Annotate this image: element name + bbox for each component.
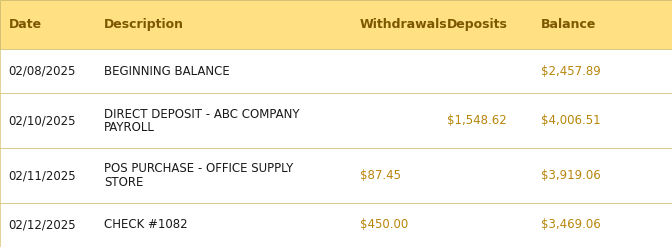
Bar — [0, 93, 672, 148]
Text: POS PURCHASE - OFFICE SUPPLY: POS PURCHASE - OFFICE SUPPLY — [104, 162, 294, 175]
Text: Deposits: Deposits — [447, 18, 508, 31]
Bar — [0, 49, 672, 93]
Text: 02/08/2025: 02/08/2025 — [9, 65, 76, 78]
Text: STORE: STORE — [104, 176, 144, 189]
Text: Withdrawals: Withdrawals — [360, 18, 447, 31]
Text: Description: Description — [104, 18, 184, 31]
Text: Balance: Balance — [541, 18, 596, 31]
Text: $4,006.51: $4,006.51 — [541, 114, 601, 127]
Text: BEGINNING BALANCE: BEGINNING BALANCE — [104, 65, 230, 78]
Text: 02/11/2025: 02/11/2025 — [9, 169, 77, 182]
Text: $3,919.06: $3,919.06 — [541, 169, 601, 182]
Text: $87.45: $87.45 — [360, 169, 401, 182]
Text: CHECK #1082: CHECK #1082 — [104, 218, 187, 231]
Bar — [0, 0, 672, 49]
Text: $3,469.06: $3,469.06 — [541, 218, 601, 231]
Text: 02/12/2025: 02/12/2025 — [9, 218, 77, 231]
Text: DIRECT DEPOSIT - ABC COMPANY: DIRECT DEPOSIT - ABC COMPANY — [104, 107, 300, 121]
Text: PAYROLL: PAYROLL — [104, 121, 155, 134]
Bar — [0, 148, 672, 203]
Text: $1,548.62: $1,548.62 — [447, 114, 507, 127]
Text: Date: Date — [9, 18, 42, 31]
Text: $450.00: $450.00 — [360, 218, 408, 231]
Text: 02/10/2025: 02/10/2025 — [9, 114, 76, 127]
Text: $2,457.89: $2,457.89 — [541, 65, 601, 78]
Bar — [0, 203, 672, 247]
